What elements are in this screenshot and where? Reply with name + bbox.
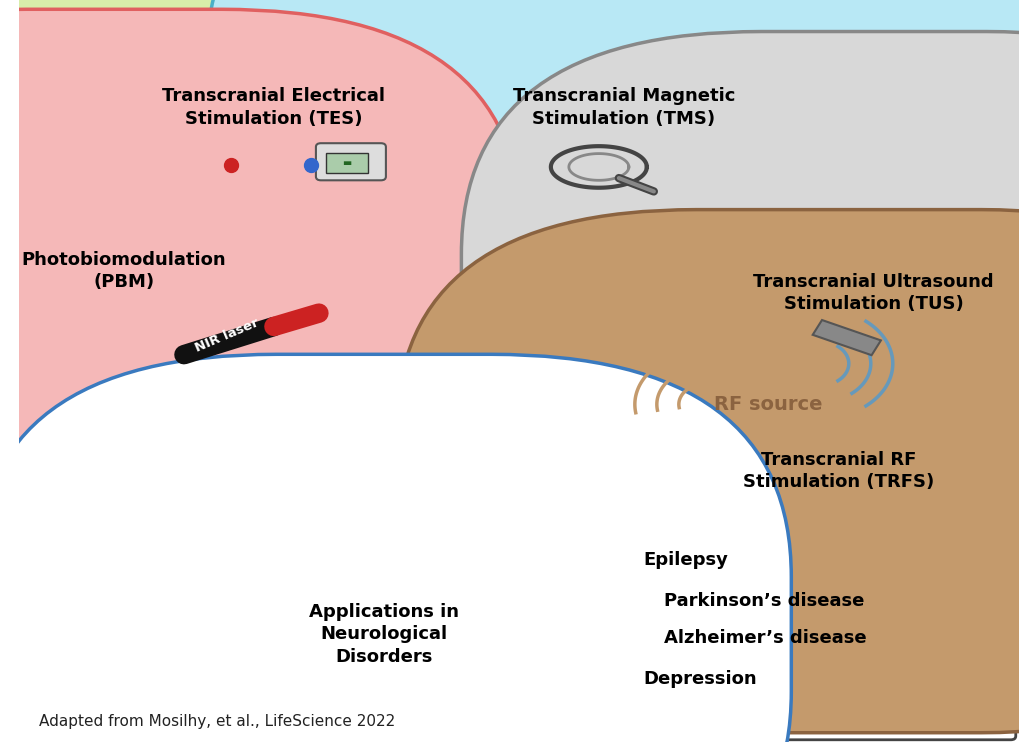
Ellipse shape [324,208,624,519]
Text: Transcranial Magnetic
Stimulation (TMS): Transcranial Magnetic Stimulation (TMS) [513,88,735,128]
Polygon shape [813,320,881,355]
FancyBboxPatch shape [462,32,1024,555]
Text: Alzheimer’s disease: Alzheimer’s disease [664,629,866,647]
FancyBboxPatch shape [316,143,386,180]
FancyBboxPatch shape [326,153,368,173]
FancyBboxPatch shape [0,355,792,742]
FancyArrowPatch shape [136,311,259,447]
Text: Adapted from Mosilhy, et al., LifeScience 2022: Adapted from Mosilhy, et al., LifeScienc… [39,714,395,729]
Text: ▬: ▬ [342,158,351,168]
Text: Applications in
Neurological
Disorders: Applications in Neurological Disorders [309,603,459,666]
FancyArrowPatch shape [587,404,701,430]
FancyBboxPatch shape [396,209,1024,733]
Text: Depression: Depression [644,670,758,688]
Ellipse shape [429,387,488,422]
FancyArrowPatch shape [284,499,305,570]
Text: Transcranial RF
Stimulation (TRFS): Transcranial RF Stimulation (TRFS) [743,451,935,491]
FancyArrowPatch shape [728,335,872,422]
FancyArrowPatch shape [306,157,400,245]
Ellipse shape [372,277,466,362]
Text: Epilepsy: Epilepsy [644,551,729,569]
Text: Transcranial Ultrasound
Stimulation (TUS): Transcranial Ultrasound Stimulation (TUS… [754,273,994,313]
Text: Transcranial Electrical
Stimulation (TES): Transcranial Electrical Stimulation (TES… [163,88,385,128]
Text: NIR laser: NIR laser [194,316,261,355]
Text: Photobiomodulation
(PBM): Photobiomodulation (PBM) [22,251,226,291]
Text: Parkinson’s disease: Parkinson’s disease [664,592,864,610]
FancyBboxPatch shape [207,0,1024,377]
FancyBboxPatch shape [0,0,691,377]
Text: RF source: RF source [714,395,822,414]
FancyBboxPatch shape [0,10,521,533]
FancyArrowPatch shape [522,157,592,245]
